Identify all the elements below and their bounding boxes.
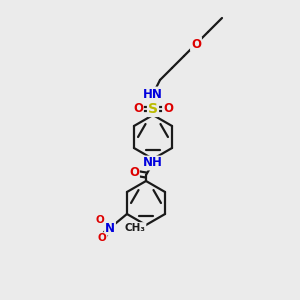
- Text: NH: NH: [143, 157, 163, 169]
- Text: O: O: [129, 167, 139, 179]
- Text: N: N: [105, 221, 115, 235]
- Text: O: O: [98, 233, 106, 243]
- Text: S: S: [148, 102, 158, 116]
- Text: O: O: [133, 103, 143, 116]
- Text: HN: HN: [143, 88, 163, 100]
- Text: CH₃: CH₃: [124, 223, 146, 233]
- Text: O: O: [191, 38, 201, 50]
- Text: O: O: [96, 215, 104, 225]
- Text: O: O: [163, 103, 173, 116]
